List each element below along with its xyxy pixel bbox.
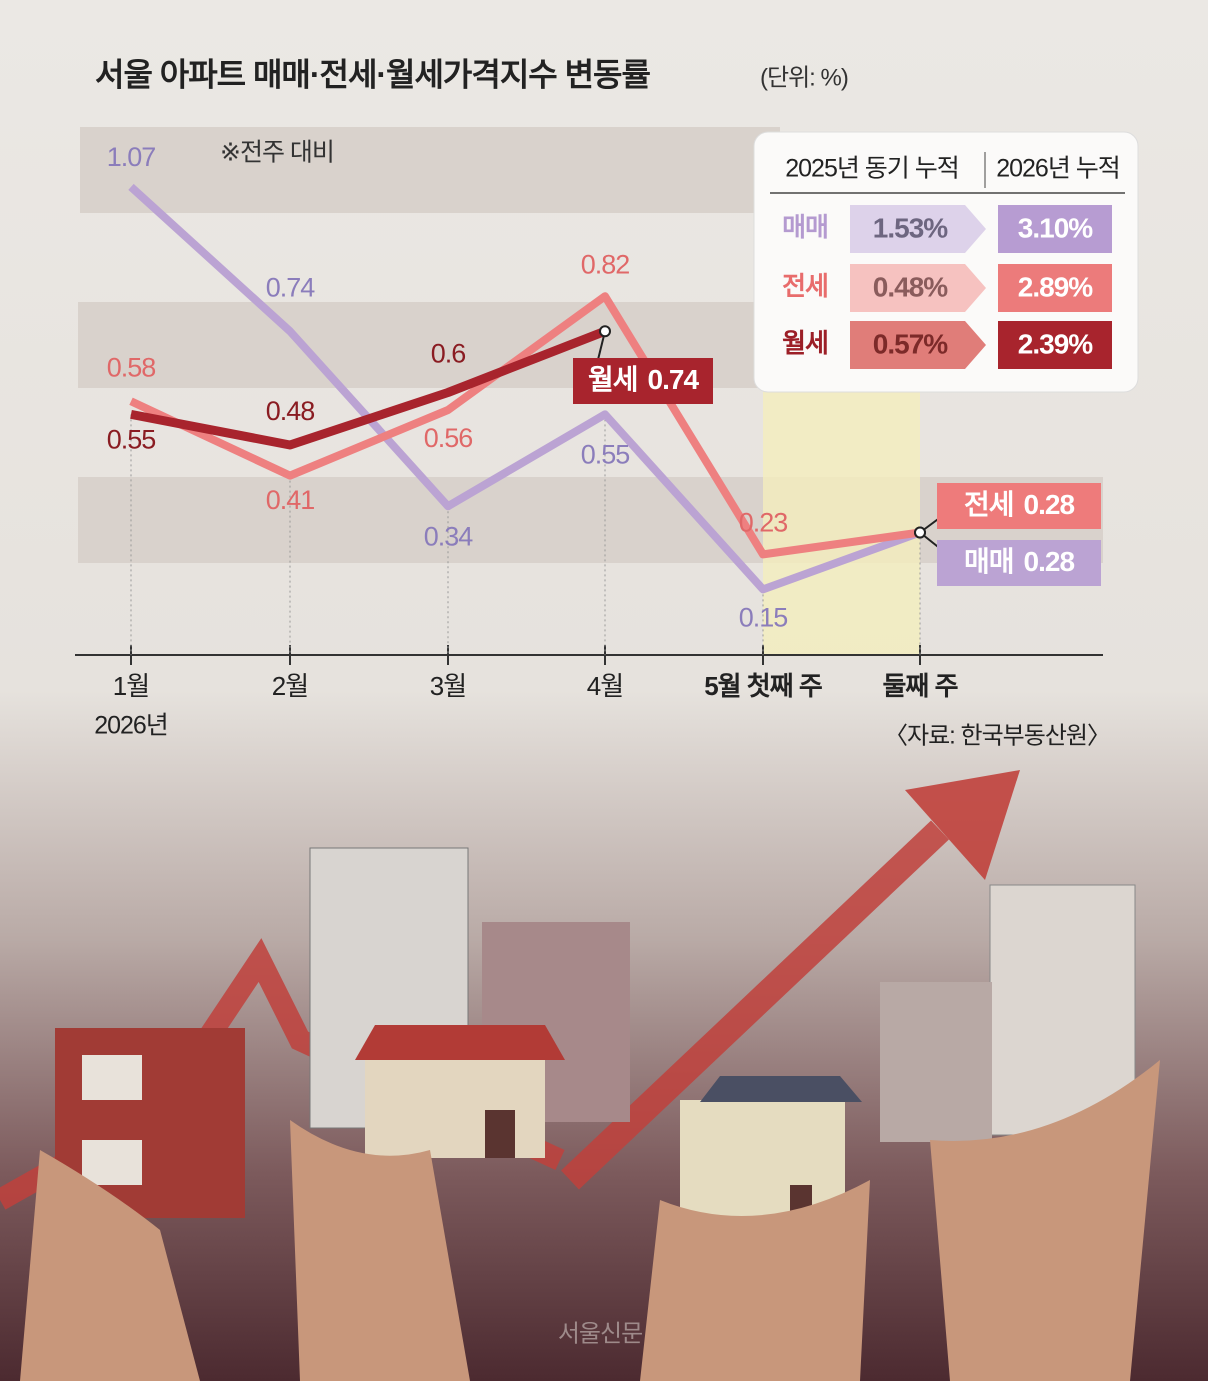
callout-box [937,540,1101,586]
data-label: 0.34 [424,521,474,551]
table-header: 2025년 동기 누적 [785,155,959,183]
x-tick-label: 2월 [272,671,308,701]
band [78,477,1103,563]
source: 〈자료: 한국부동산원〉 [884,722,1110,749]
data-label: 0.6 [431,339,466,369]
x-tick-label: 3월 [430,671,466,701]
series-name: 전세 [964,489,1014,520]
x-tick-label: 4월 [587,671,623,701]
cell-value: 0.48% [873,271,948,302]
series-line [129,292,921,559]
note: ※전주 대비 [220,139,334,167]
data-label: 0.82 [581,249,630,279]
data-label: 0.56 [424,423,473,453]
callout-label: 전세 0.28 [964,489,1074,520]
data-label: 0.15 [739,603,788,633]
data-label: 0.48 [266,396,315,426]
x-tick-label: 1월 [113,671,149,701]
highlight-band [763,390,920,655]
table-header: 2026년 누적 [996,155,1120,183]
cell-bg [998,205,1112,253]
data-label: 1.07 [107,142,156,172]
chart-title: 서울 아파트 매매·전세·월세가격지수 변동률 [95,56,650,92]
series-line [128,183,922,594]
callout-box [573,358,713,404]
cell-value: 2.39% [1018,328,1093,359]
cell-value: 1.53% [873,212,948,243]
illustration [0,770,1160,1381]
data-label: 0.55 [581,440,630,470]
cell-value: 2.89% [1018,271,1093,302]
data-label: 0.41 [266,485,315,515]
row-label: 매매 [782,212,828,242]
data-label: 0.23 [739,508,788,538]
callout-value: 0.74 [648,364,700,395]
cell-value: 0.57% [873,328,948,359]
point-marker [599,325,611,338]
year-label: 2026년 [94,712,168,740]
cell-bg [850,205,986,253]
cell-bg [998,264,1112,312]
callout-label: 매매 0.28 [964,546,1074,577]
series-name: 월세 [588,364,638,395]
x-tick-label: 둘째 주 [883,671,958,701]
cell-bg [850,321,986,369]
cell-bg [850,264,986,312]
x-tick-label: 5월 첫째 주 [704,671,822,701]
row-label: 전세 [782,271,828,301]
data-label: 0.58 [107,352,156,382]
watermark: 서울신문 [558,1320,642,1347]
callout-value: 0.28 [1024,546,1075,577]
callout-value: 0.28 [1024,489,1075,520]
band [80,127,780,213]
data-label: 0.74 [266,272,316,302]
unit: (단위: %) [760,64,848,91]
callout-label: 월세 0.74 [588,364,699,395]
point-marker [914,526,926,539]
series-name: 매매 [964,546,1014,577]
cell-value: 3.10% [1018,212,1093,243]
series-line [130,327,607,450]
cell-bg [998,321,1112,369]
callout-box [937,483,1101,529]
row-label: 월세 [782,328,828,358]
data-label: 0.55 [107,425,156,455]
